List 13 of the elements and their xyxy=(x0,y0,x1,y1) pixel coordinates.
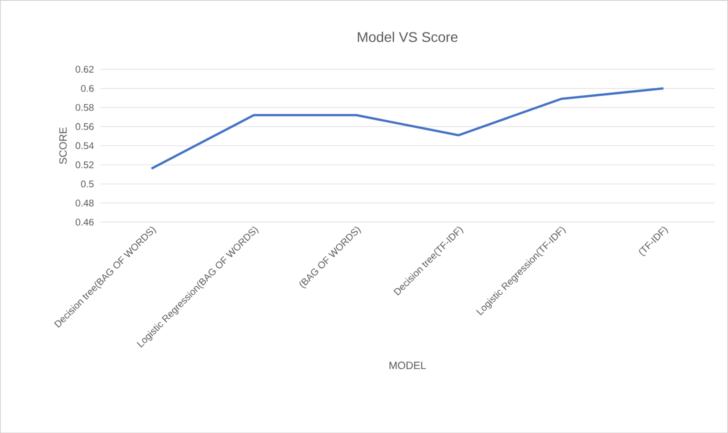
chart-title: Model VS Score xyxy=(358,32,458,42)
y-tick-label: 0.62 xyxy=(76,66,94,73)
y-tick-label: 0.5 xyxy=(81,180,94,188)
y-tick-label: 0.6 xyxy=(81,84,94,92)
y-tick-label: 0.54 xyxy=(76,142,94,149)
x-axis-title: MODEL xyxy=(390,362,426,369)
y-tick-label: 0.46 xyxy=(76,218,94,226)
y-tick-label: 0.52 xyxy=(76,161,94,168)
y-tick-label: 0.48 xyxy=(76,199,94,206)
y-tick-label: 0.56 xyxy=(76,123,94,130)
y-axis-title: SCORE xyxy=(59,127,67,164)
line-series xyxy=(150,87,665,170)
y-tick-label: 0.58 xyxy=(76,104,94,111)
